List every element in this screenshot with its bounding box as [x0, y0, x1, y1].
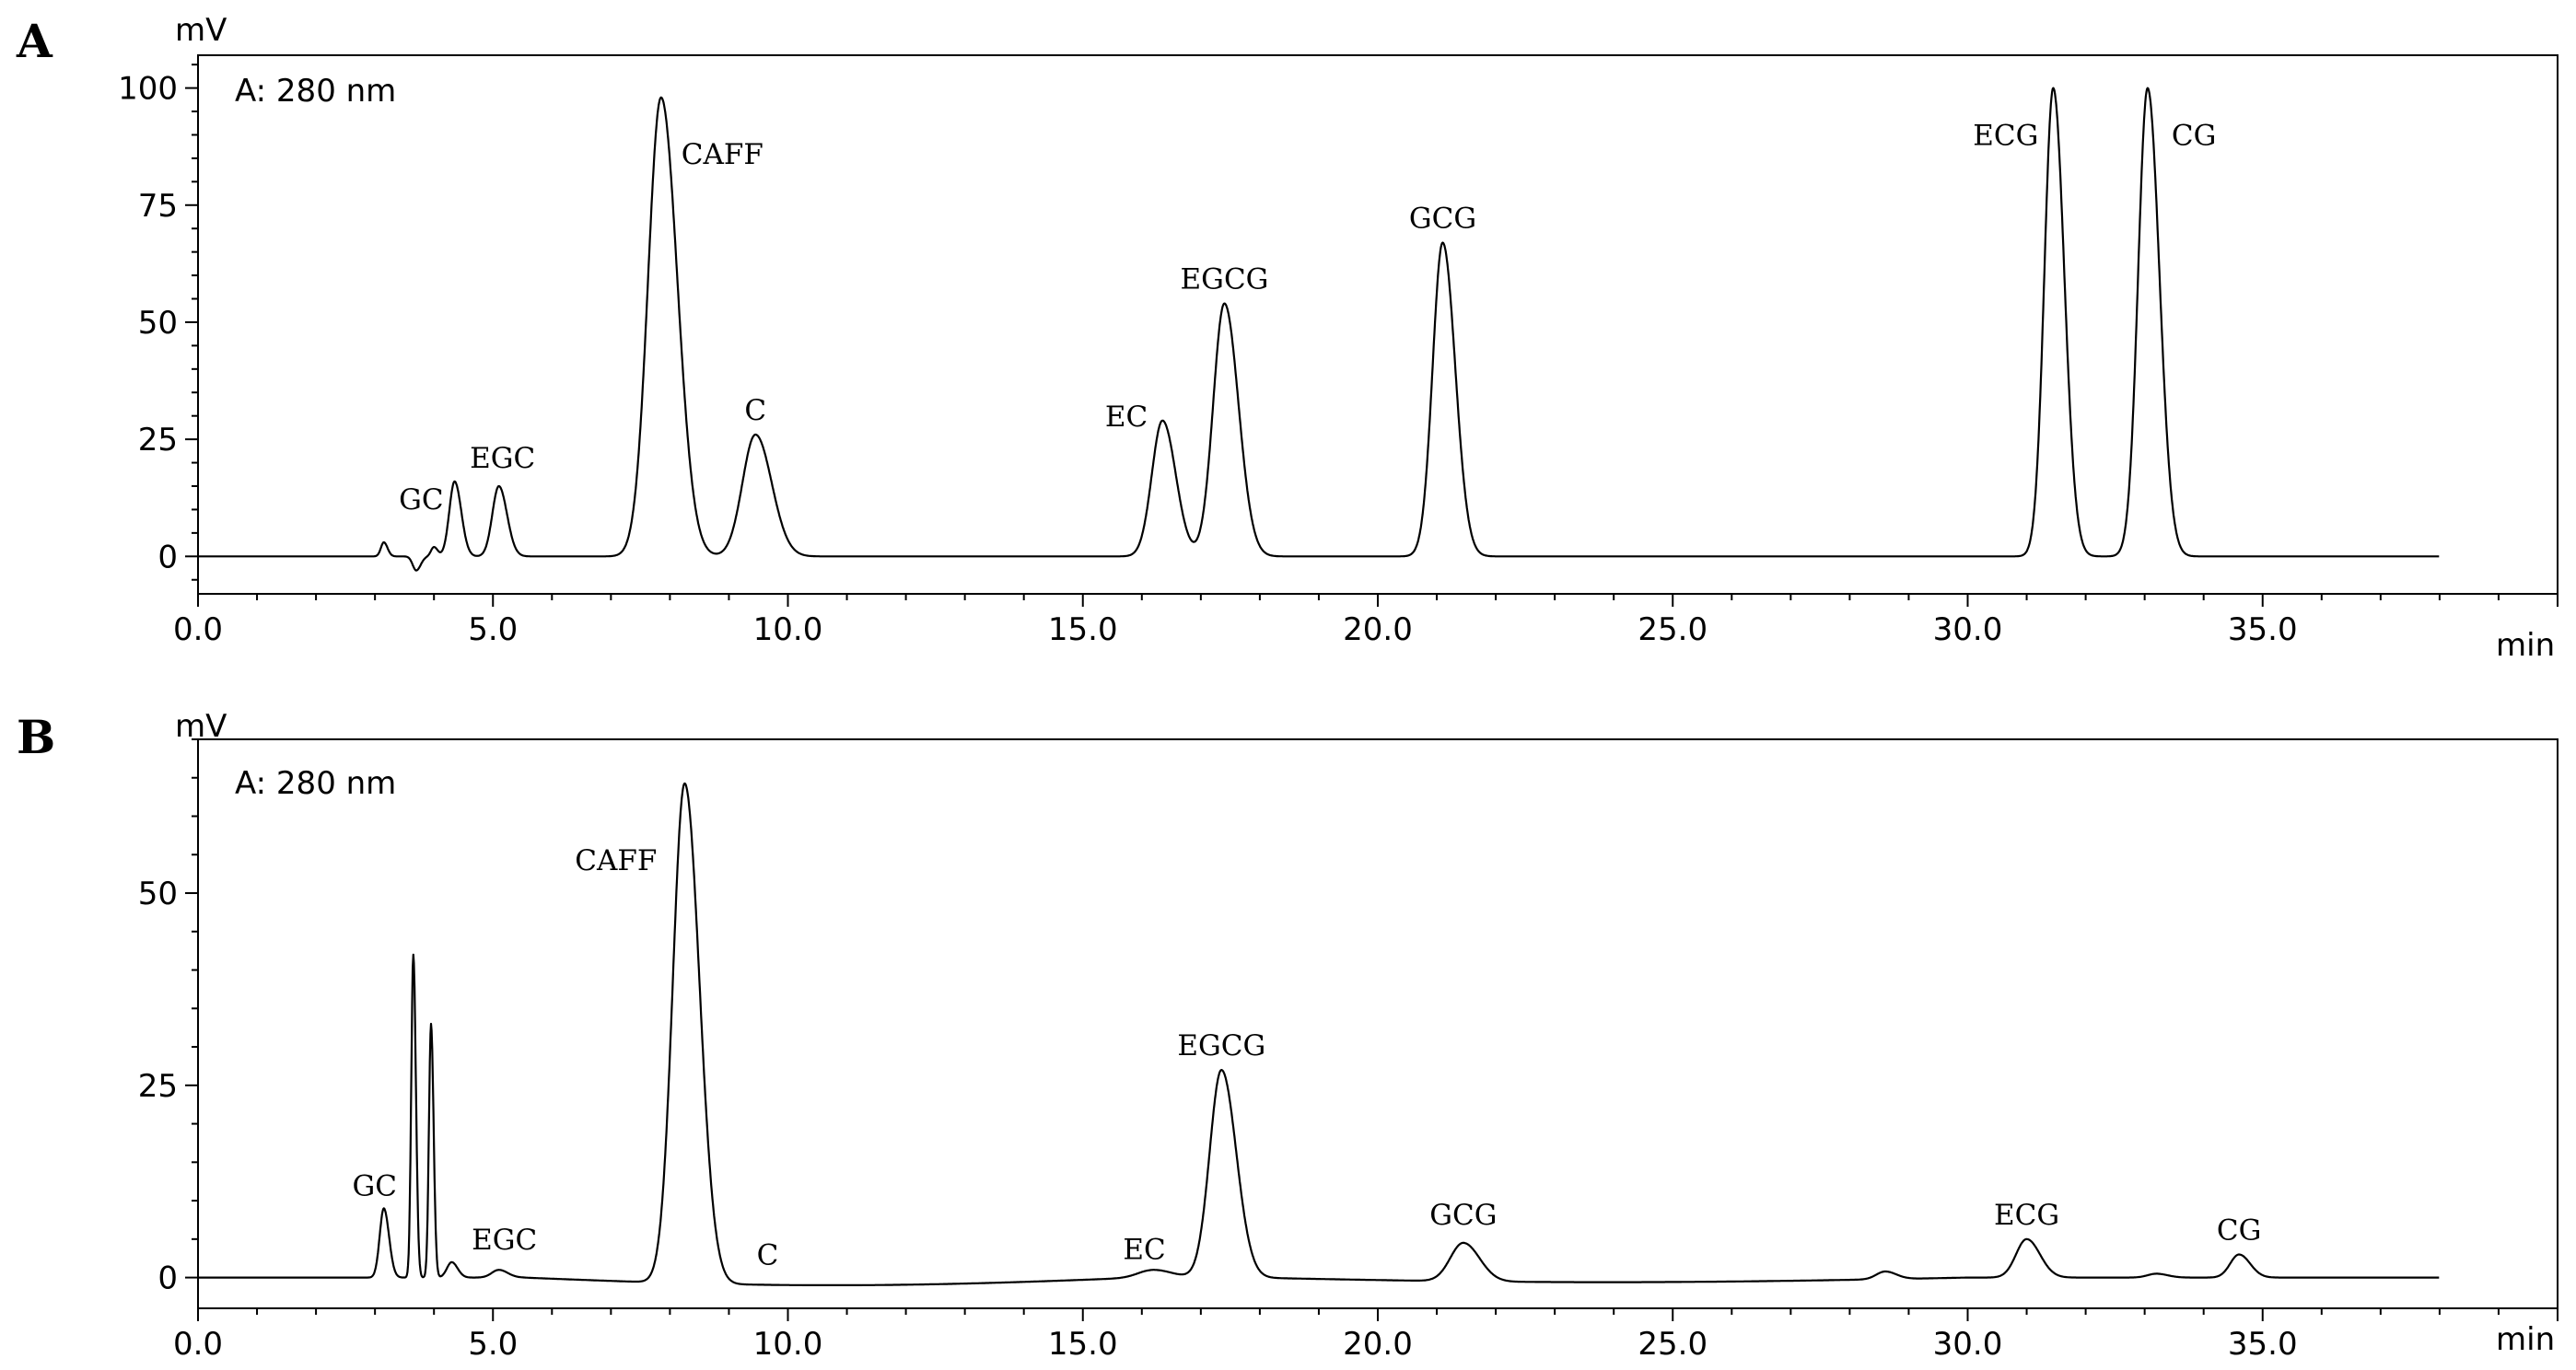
- peak-label-ecg: ECG: [1973, 120, 2038, 153]
- panel-a-chromatogram-trace: [197, 87, 2440, 572]
- panel-a-y-unit: mV: [175, 12, 227, 49]
- x-tick-label: 10.0: [753, 1326, 823, 1363]
- panel-b-plot-frame: [197, 738, 2559, 1309]
- peak-label-gcg: GCG: [1409, 203, 1476, 236]
- peak-label-caff: CAFF: [682, 138, 763, 171]
- x-tick-label: 30.0: [1933, 1326, 2003, 1363]
- panel-a: A mV A: 280 nm min 0.0 5.0 10.0 15.0 20.0 25.…: [16, 12, 2559, 664]
- x-tick-label: 15.0: [1048, 611, 1118, 648]
- peak-label-egcg: EGCG: [1181, 263, 1269, 296]
- y-tick-label: 25: [138, 422, 178, 459]
- x-tick-label: 0.0: [173, 611, 223, 648]
- y-tick-label: 50: [138, 305, 178, 342]
- y-tick-label: 25: [138, 1068, 178, 1105]
- panel-a-x-unit: min: [2496, 627, 2555, 664]
- peak-label-ecg: ECG: [1994, 1199, 2059, 1232]
- x-tick-label: 15.0: [1048, 1326, 1118, 1363]
- x-tick-label: 25.0: [1638, 1326, 1708, 1363]
- x-tick-label: 0.0: [173, 1326, 223, 1363]
- panel-a-letter: A: [16, 14, 53, 68]
- x-tick-label: 35.0: [2228, 611, 2298, 648]
- peak-label-c: C: [757, 1239, 779, 1272]
- peak-label-egc: EGC: [472, 1224, 537, 1257]
- x-tick-label: 10.0: [753, 611, 823, 648]
- peak-label-caff: CAFF: [575, 844, 657, 877]
- peak-label-gc: GC: [353, 1169, 397, 1202]
- panel-b-axis-ticks: 0.0 5.0 10.0 15.0 20.0 25.0 30.0 35.0 0 25 50: [138, 738, 2559, 1363]
- y-tick-label: 0: [157, 1260, 178, 1297]
- panel-a-trace-group: GC EGC CAFF C EC EGCG GCG ECG CG: [197, 87, 2440, 572]
- peak-label-egcg: EGCG: [1177, 1029, 1265, 1062]
- y-tick-label: 0: [157, 539, 178, 575]
- peak-label-cg: CG: [2217, 1214, 2261, 1248]
- peak-label-gc: GC: [399, 483, 443, 517]
- y-tick-label: 50: [138, 876, 178, 912]
- panel-a-wavelength-label: A: 280 nm: [235, 73, 396, 110]
- peak-label-ec: EC: [1123, 1234, 1165, 1267]
- x-tick-label: 20.0: [1343, 1326, 1413, 1363]
- panel-b-letter: B: [17, 710, 55, 764]
- peak-label-c: C: [744, 394, 766, 427]
- panel-b-x-unit: min: [2496, 1321, 2555, 1358]
- panel-b-chromatogram-trace: [197, 782, 2440, 1287]
- x-tick-label: 30.0: [1933, 611, 2003, 648]
- x-tick-label: 5.0: [468, 611, 518, 648]
- peak-label-ec: EC: [1105, 401, 1148, 434]
- peak-label-cg: CG: [2172, 120, 2216, 153]
- x-tick-label: 20.0: [1343, 611, 1413, 648]
- panel-b-wavelength-label: A: 280 nm: [235, 765, 396, 802]
- x-tick-label: 5.0: [468, 1326, 518, 1363]
- y-tick-label: 100: [118, 71, 178, 108]
- panel-b: B mV A: 280 nm min 0.0 5.0 10.0 15.0 20.0 25.…: [17, 708, 2559, 1363]
- peak-label-gcg: GCG: [1429, 1199, 1497, 1232]
- panel-a-axis-ticks: 0.0 5.0 10.0 15.0 20.0 25.0 30.0 35.0 0 25 50 75 100: [118, 64, 2559, 648]
- x-tick-label: 35.0: [2228, 1326, 2298, 1363]
- x-tick-label: 25.0: [1638, 611, 1708, 648]
- peak-label-egc: EGC: [470, 442, 535, 475]
- y-tick-label: 75: [138, 188, 178, 225]
- panel-b-trace-group: GC EGC CAFF C EC EGCG GCG ECG CG: [197, 782, 2440, 1287]
